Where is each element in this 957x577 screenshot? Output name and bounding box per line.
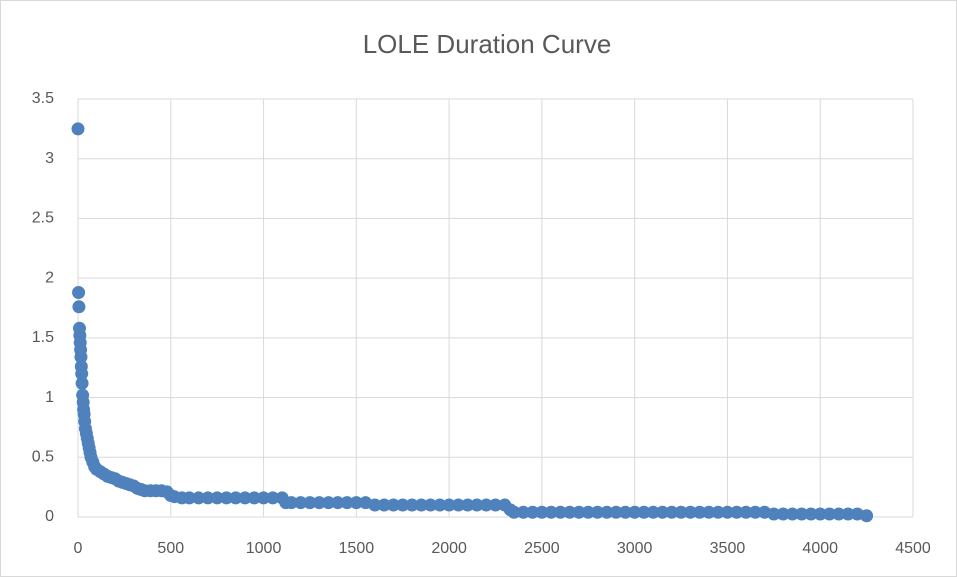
point: [192, 491, 206, 505]
point: [563, 505, 577, 519]
point: [702, 505, 716, 519]
point: [618, 505, 632, 519]
point: [767, 507, 781, 521]
x-tick-label: 4000: [802, 540, 838, 557]
point: [526, 505, 540, 519]
point: [303, 496, 317, 510]
point: [776, 507, 790, 521]
point: [442, 498, 456, 512]
x-tick-label: 0: [74, 540, 83, 557]
y-tick-label: 2: [45, 269, 54, 286]
point: [201, 491, 215, 505]
point: [72, 285, 86, 299]
point: [405, 498, 419, 512]
point: [266, 491, 280, 505]
point: [591, 505, 605, 519]
point: [210, 491, 224, 505]
x-tick-label: 1500: [339, 540, 375, 557]
point: [841, 507, 855, 521]
point: [860, 509, 874, 523]
point: [451, 498, 465, 512]
point: [628, 505, 642, 519]
point: [553, 505, 567, 519]
point: [646, 505, 660, 519]
point: [739, 505, 753, 519]
point: [665, 505, 679, 519]
point: [75, 367, 89, 381]
point: [516, 505, 530, 519]
point: [238, 491, 252, 505]
point: [572, 505, 586, 519]
point: [720, 505, 734, 519]
point: [377, 498, 391, 512]
point: [75, 376, 89, 390]
point: [396, 498, 410, 512]
x-tick-label: 2500: [524, 540, 560, 557]
point: [349, 496, 363, 510]
x-tick-label: 3000: [617, 540, 653, 557]
x-tick-label: 4500: [895, 540, 931, 557]
y-tick-label: 0.5: [32, 449, 54, 466]
point: [730, 505, 744, 519]
point: [748, 505, 762, 519]
y-tick-label: 0: [45, 508, 54, 525]
point: [340, 496, 354, 510]
point: [71, 122, 85, 136]
point: [656, 505, 669, 519]
point: [693, 505, 707, 519]
point: [470, 498, 484, 512]
point: [424, 498, 438, 512]
point: [479, 498, 493, 512]
point: [294, 496, 308, 510]
point: [368, 498, 382, 512]
point: [637, 505, 651, 519]
point: [72, 300, 86, 314]
point: [813, 507, 827, 521]
point: [535, 505, 549, 519]
x-tick-label: 3500: [710, 540, 746, 557]
point: [461, 498, 475, 512]
x-tick-label: 500: [157, 540, 184, 557]
x-tick-label: 1000: [246, 540, 282, 557]
point: [386, 498, 400, 512]
point: [581, 505, 595, 519]
point: [257, 491, 271, 505]
point: [331, 496, 345, 510]
y-tick-label: 1.5: [32, 329, 54, 346]
point: [247, 491, 261, 505]
point: [804, 507, 818, 521]
point: [414, 498, 428, 512]
point: [507, 505, 521, 519]
point: [74, 350, 88, 364]
x-tick-label: 2000: [431, 540, 467, 557]
chart-title: LOLE Duration Curve: [363, 29, 612, 59]
point: [489, 498, 502, 512]
point: [795, 507, 809, 521]
point: [182, 491, 196, 505]
point: [674, 505, 688, 519]
point: [544, 505, 558, 519]
y-tick-label: 1: [45, 389, 54, 406]
point: [711, 505, 725, 519]
point: [683, 505, 697, 519]
point: [433, 498, 447, 512]
point: [609, 505, 623, 519]
point: [785, 507, 799, 521]
y-tick-label: 3: [45, 150, 54, 167]
point: [284, 496, 298, 510]
point: [322, 496, 335, 510]
point: [600, 505, 614, 519]
y-tick-label: 3.5: [32, 90, 54, 107]
point: [219, 491, 233, 505]
point: [229, 491, 243, 505]
point: [312, 496, 326, 510]
point: [823, 507, 836, 521]
y-tick-label: 2.5: [32, 210, 54, 227]
point: [832, 507, 846, 521]
